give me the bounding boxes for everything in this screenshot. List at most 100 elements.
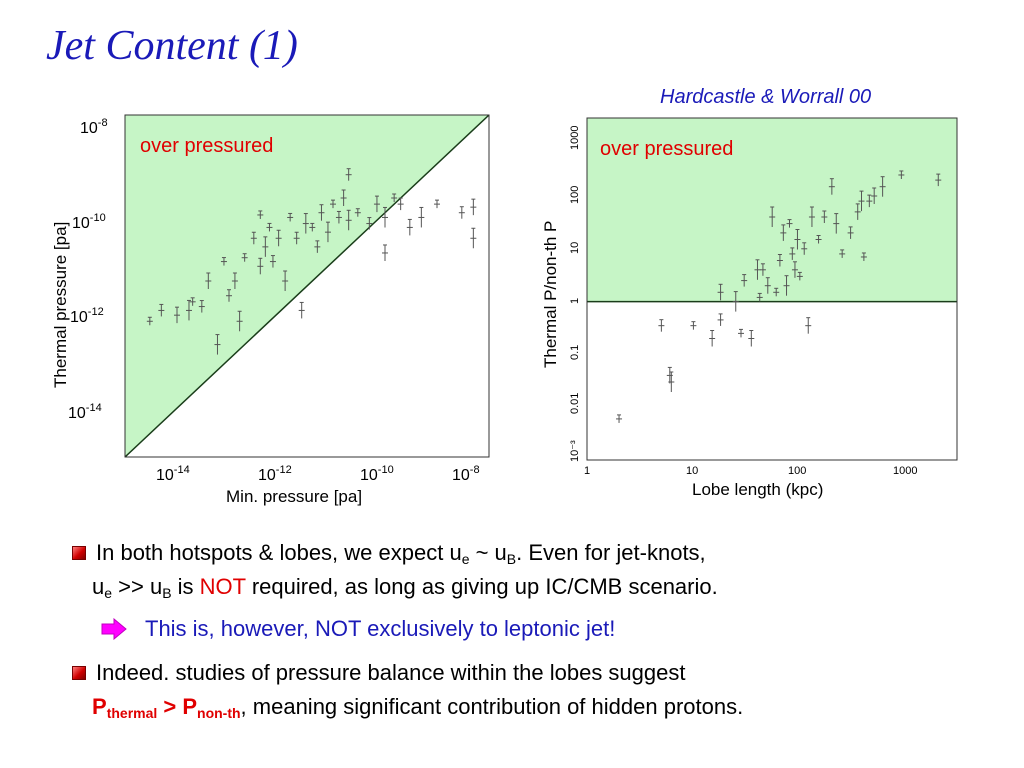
- data-point: [282, 270, 289, 292]
- data-point: [808, 206, 815, 228]
- left-x-tick: 10-8: [452, 464, 480, 484]
- data-point: [783, 275, 790, 296]
- data-point: [898, 170, 905, 179]
- data-point: [302, 213, 309, 234]
- data-point: [796, 271, 803, 281]
- data-point: [269, 255, 276, 268]
- right-y-axis-label: Thermal P/non-th P: [541, 221, 560, 368]
- right-plot: over pressured 1000 100 10 1 0.1 0.01 10…: [541, 117, 958, 499]
- data-point: [741, 274, 748, 287]
- data-point: [214, 334, 221, 355]
- data-point: [717, 283, 724, 301]
- data-point: [860, 252, 867, 261]
- data-point: [250, 231, 257, 245]
- data-point: [871, 187, 878, 204]
- data-point: [764, 277, 771, 294]
- data-point: [709, 330, 716, 347]
- left-y-tick: 10-12: [70, 306, 104, 326]
- right-data-points: [616, 170, 942, 423]
- data-point: [345, 209, 352, 231]
- data-point: [805, 317, 812, 334]
- data-point: [854, 203, 861, 220]
- data-point: [189, 297, 196, 306]
- right-x-tick: 100: [788, 465, 806, 477]
- data-point: [879, 176, 886, 197]
- right-x-tick: 1: [584, 465, 590, 477]
- data-point: [236, 310, 243, 332]
- data-point: [847, 226, 854, 239]
- left-x-tick: 10-10: [360, 464, 394, 484]
- right-x-tick: 10: [686, 465, 698, 477]
- data-point: [789, 247, 796, 260]
- data-point: [287, 212, 294, 222]
- data-point: [828, 178, 835, 195]
- data-point: [198, 300, 205, 313]
- data-point: [205, 272, 212, 290]
- left-plot: over pressured 10-8 10-10 10-12 10-14 10…: [51, 114, 490, 506]
- right-y-ticks: 1000 100 10 1 0.1 0.01 10⁻³: [569, 126, 581, 462]
- left-data-points: [146, 168, 477, 355]
- data-point: [470, 198, 477, 216]
- data-point: [406, 218, 413, 236]
- data-point: [776, 254, 783, 267]
- data-point: [780, 224, 787, 241]
- data-point: [616, 414, 623, 423]
- bullet-2-line-1: Indeed. studies of pressure balance with…: [96, 660, 686, 685]
- data-point: [293, 231, 300, 245]
- right-y-tick: 1: [569, 298, 581, 304]
- data-point: [174, 306, 180, 324]
- citation: Hardcastle & Worrall 00: [660, 86, 872, 108]
- data-point: [418, 206, 425, 228]
- data-point: [226, 289, 232, 302]
- data-point: [257, 257, 264, 275]
- data-point: [833, 213, 840, 234]
- data-point: [324, 221, 331, 243]
- right-y-tick: 0.01: [569, 393, 581, 414]
- bullet-square-icon: [72, 666, 86, 680]
- data-point: [866, 194, 873, 208]
- left-overpressured-label: over pressured: [140, 135, 273, 157]
- data-point: [391, 193, 398, 203]
- left-y-tick: 10-14: [68, 402, 102, 422]
- not-emphasis: NOT: [199, 574, 246, 599]
- left-y-ticks: 10-8 10-10 10-12 10-14: [68, 117, 108, 422]
- left-y-axis-label: Thermal pressure [pa]: [51, 222, 70, 388]
- left-y-tick: 10-8: [80, 117, 108, 137]
- data-point: [262, 236, 269, 257]
- right-x-ticks: 1 10 100 1000: [584, 465, 917, 477]
- bullet-1-line-1: In both hotspots & lobes, we expect ue ~…: [96, 540, 706, 567]
- data-point: [690, 321, 697, 330]
- data-point: [309, 222, 316, 232]
- data-point: [658, 319, 665, 332]
- data-point: [382, 206, 388, 228]
- right-y-tick: 10⁻³: [569, 440, 581, 462]
- left-x-tick: 10-14: [156, 464, 190, 484]
- data-point: [241, 253, 248, 262]
- right-y-tick: 100: [569, 186, 581, 204]
- right-y-tick: 1000: [569, 126, 581, 150]
- data-point: [266, 222, 273, 232]
- data-point: [791, 261, 798, 278]
- data-point: [759, 263, 766, 276]
- data-point: [231, 272, 238, 290]
- data-point: [434, 199, 440, 209]
- data-point: [318, 204, 325, 221]
- data-point: [935, 173, 942, 187]
- data-point: [220, 257, 227, 266]
- data-point: [821, 210, 828, 224]
- data-point: [839, 249, 846, 258]
- data-point: [345, 168, 352, 181]
- data-point: [314, 240, 321, 253]
- data-point: [858, 190, 865, 212]
- right-y-tick: 0.1: [569, 345, 581, 360]
- data-point: [335, 210, 342, 224]
- data-point: [470, 227, 477, 249]
- data-point: [786, 219, 793, 228]
- left-x-axis-label: Min. pressure [pa]: [226, 487, 362, 506]
- data-point: [756, 292, 763, 302]
- right-y-tick: 10: [569, 242, 581, 254]
- data-point: [748, 330, 755, 347]
- data-point: [397, 197, 404, 211]
- left-y-tick: 10-10: [72, 212, 106, 232]
- bullet-square-icon: [72, 546, 86, 560]
